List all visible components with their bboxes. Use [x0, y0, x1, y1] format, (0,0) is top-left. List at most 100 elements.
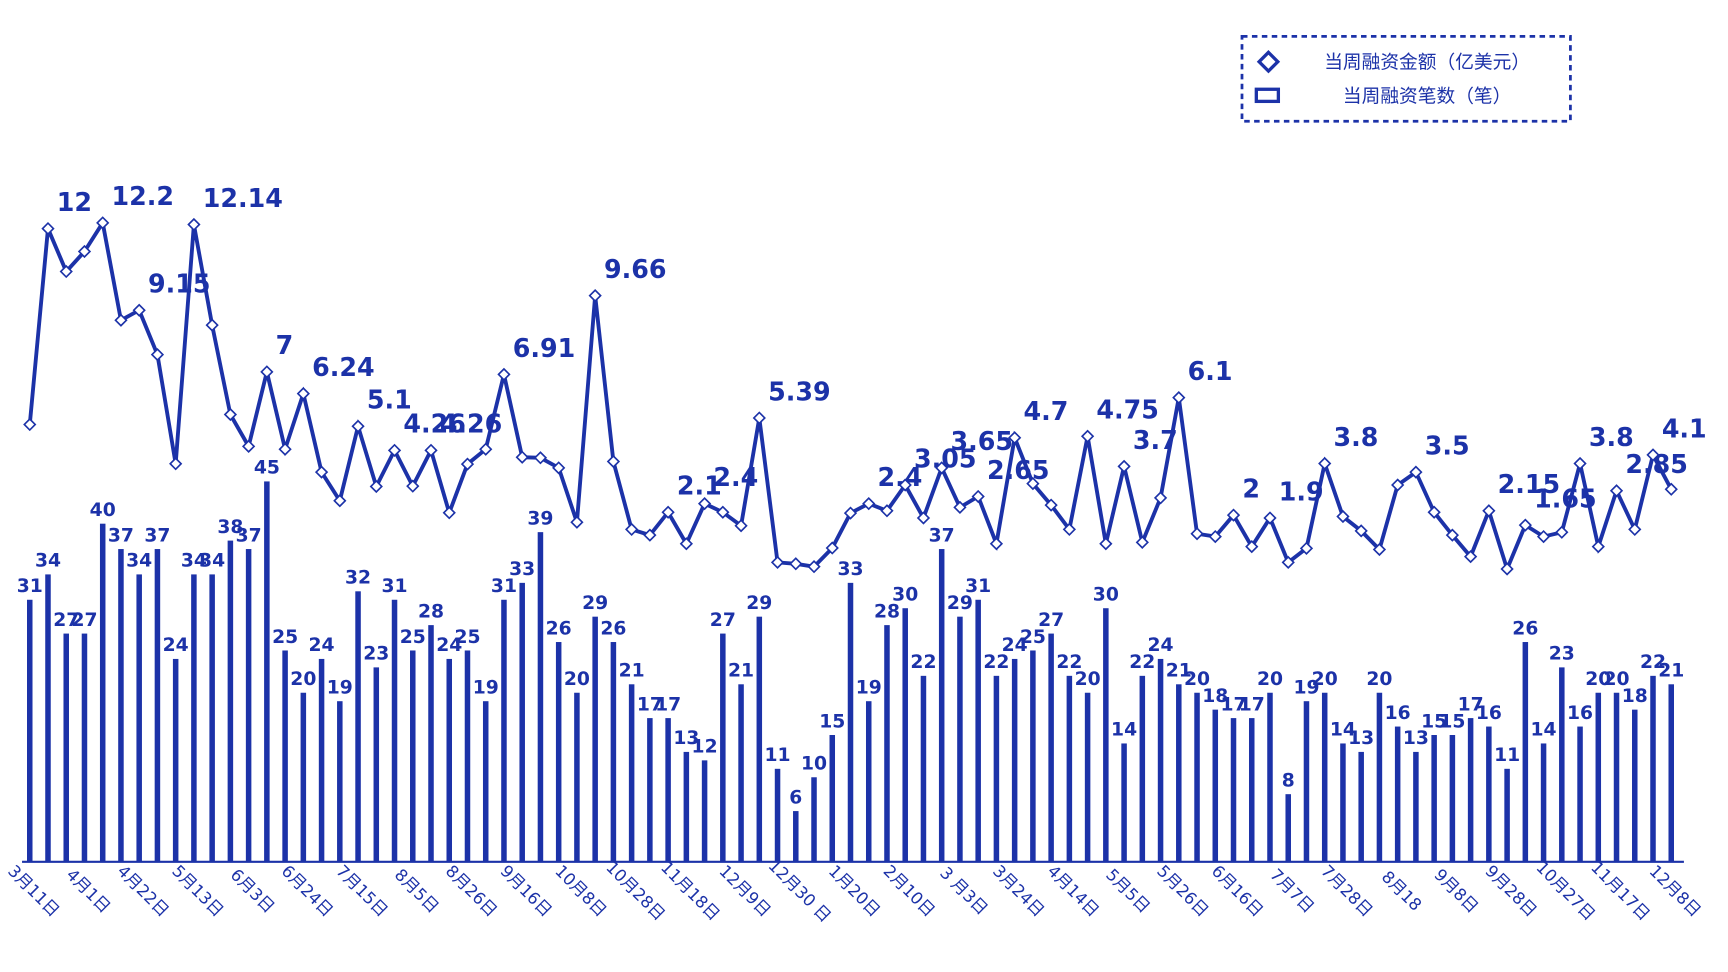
point	[1080, 429, 1095, 443]
line-value-label: 4.1	[1662, 413, 1707, 443]
point	[369, 479, 383, 494]
bar	[993, 675, 1000, 862]
point	[1391, 478, 1405, 492]
point	[387, 443, 402, 457]
point	[916, 511, 931, 525]
bar-value-label: 37	[144, 525, 170, 546]
bar	[1613, 692, 1620, 862]
x-tick-label: 10月28日	[602, 858, 669, 925]
x-tick-label: 10月8日	[551, 861, 610, 920]
bar-value-label: 23	[363, 644, 389, 665]
line-value-label: 1.65	[1534, 483, 1597, 513]
point	[1117, 459, 1131, 474]
point	[296, 386, 310, 401]
bar-value-label: 32	[345, 568, 371, 589]
bar	[446, 658, 453, 862]
bar	[1577, 726, 1583, 862]
bar	[501, 599, 507, 862]
line-value-label: 3.8	[1589, 422, 1634, 452]
bar-value-label: 21	[1166, 661, 1192, 682]
bar	[829, 735, 836, 862]
bar-value-label: 27	[710, 610, 736, 631]
point	[1190, 527, 1204, 541]
bar	[1103, 608, 1109, 862]
point	[935, 461, 949, 475]
x-tick-label: 7月28日	[1317, 861, 1376, 920]
point	[643, 528, 657, 542]
point	[351, 419, 365, 433]
bar	[264, 481, 270, 862]
point	[953, 500, 967, 514]
point	[752, 411, 766, 425]
line-value-label: 2.15	[1498, 469, 1561, 499]
line-value-label: 2.4	[713, 462, 758, 492]
bar-value-label: 18	[1202, 686, 1228, 707]
bar-value-label: 45	[254, 458, 280, 479]
point	[716, 505, 730, 519]
bar	[738, 684, 744, 862]
bar	[118, 549, 124, 862]
point	[1409, 465, 1423, 479]
bar	[191, 574, 197, 862]
bar	[555, 642, 562, 862]
bar-value-label: 20	[1075, 669, 1101, 690]
point	[1609, 484, 1624, 498]
bar-value-label: 24	[163, 635, 189, 656]
bar	[847, 582, 854, 862]
point	[1591, 539, 1605, 554]
point	[1445, 528, 1460, 542]
bar	[610, 642, 617, 862]
point	[1555, 525, 1569, 539]
bar-value-label: 21	[728, 661, 754, 682]
bar-value-label: 29	[582, 593, 608, 614]
point	[1573, 456, 1587, 471]
point	[1536, 529, 1551, 544]
bar-value-label: 15	[819, 711, 845, 732]
x-tick-label: 7月15日	[332, 861, 391, 920]
point	[442, 506, 456, 520]
bar-value-label: 11	[765, 745, 791, 766]
bar	[1650, 675, 1656, 862]
legend-marker	[1256, 50, 1281, 74]
bar	[1066, 675, 1073, 862]
point	[679, 537, 693, 551]
bar-value-label: 28	[418, 601, 444, 622]
bar-value-label: 20	[1603, 669, 1629, 690]
point	[1372, 542, 1387, 557]
bar	[428, 625, 434, 862]
bar	[1394, 726, 1401, 862]
bar-value-label: 24	[309, 635, 335, 656]
bar	[45, 574, 51, 862]
bar-value-label: 31	[381, 576, 407, 597]
bar	[701, 760, 708, 862]
x-tick-label: 5月26日	[1153, 861, 1212, 920]
line-value-label: 12	[57, 187, 92, 217]
x-tick-label: 4月14日	[1044, 861, 1103, 920]
bar-value-label: 20	[1585, 669, 1611, 690]
point	[314, 465, 329, 479]
point	[989, 537, 1004, 551]
x-tick-label: 2月10日	[880, 861, 939, 920]
x-tick-label: 4月1日	[63, 865, 115, 917]
point	[169, 457, 183, 471]
bar	[1449, 735, 1456, 862]
bar-value-label: 37	[929, 525, 955, 546]
point	[843, 506, 858, 520]
bar-value-label: 22	[983, 652, 1009, 673]
line-value-label: 4.26	[440, 409, 503, 439]
x-tick-label: 8月18	[1378, 867, 1425, 914]
point	[898, 478, 912, 492]
bar	[574, 692, 580, 862]
point	[734, 519, 748, 533]
point	[770, 555, 785, 569]
point	[1646, 448, 1660, 462]
bar-value-label: 31	[965, 576, 991, 597]
point	[1664, 482, 1678, 496]
line-value-label: 6.1	[1188, 356, 1233, 386]
bar	[884, 625, 890, 862]
point	[1044, 498, 1058, 512]
point	[77, 244, 92, 259]
bar	[1030, 650, 1036, 862]
bar-value-label: 34	[35, 551, 61, 572]
